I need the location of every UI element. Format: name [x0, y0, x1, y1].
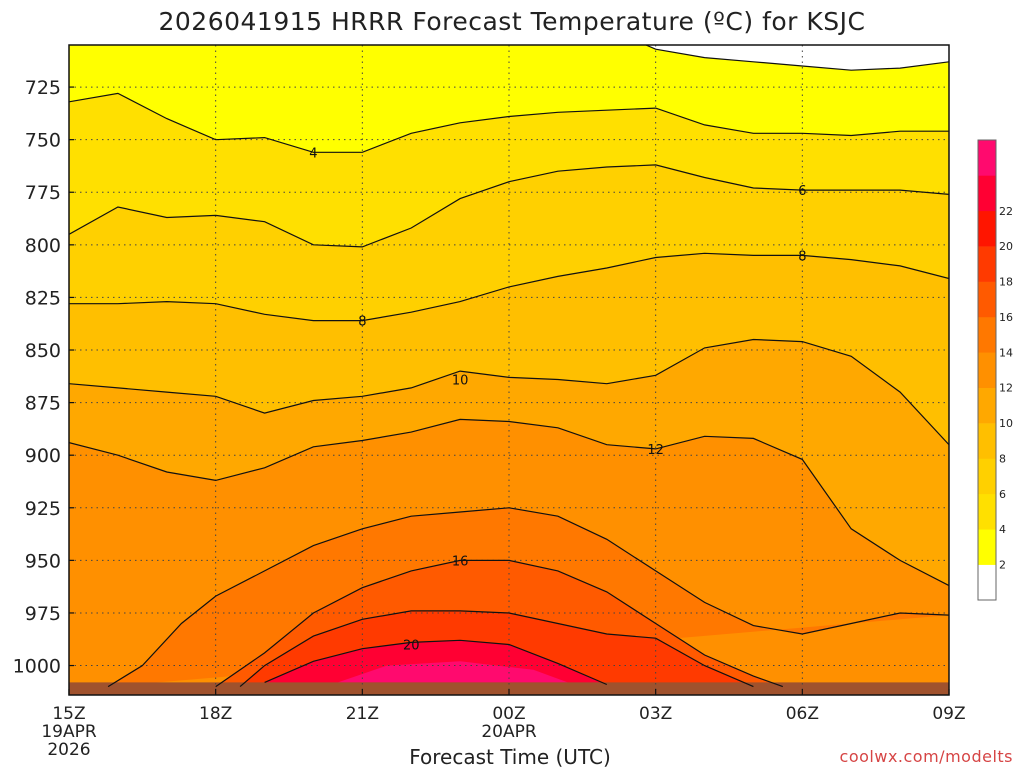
colorbar-swatch: [978, 529, 996, 565]
colorbar-tick-label: 6: [999, 488, 1006, 501]
y-tick-label: 800: [25, 235, 61, 257]
colorbar-frame: [977, 139, 997, 601]
contour-label: 4: [309, 146, 317, 161]
colorbar: 2 4 6 8 10 12 14 16 18 20 22: [977, 139, 1013, 601]
y-tick-label: 775: [25, 182, 61, 204]
x-tick-label: 03Z: [639, 704, 672, 724]
isotherm-14: [107, 507, 949, 688]
isotherm-18: [239, 610, 754, 688]
isotherm-6: [69, 164, 949, 248]
x-tick-label: 09Z: [932, 704, 965, 724]
contour-label: 16: [452, 554, 469, 569]
colorbar-tick-label: 18: [999, 276, 1013, 289]
isotherm-10: [69, 338, 949, 446]
contour-label: 8: [358, 315, 366, 330]
colorbar-swatch: [978, 316, 996, 353]
contour-label: 12: [647, 443, 664, 458]
colorbar-swatch: [978, 140, 996, 176]
x-tick-label: 06Z: [786, 704, 819, 724]
contour-label-layer: 4 6 8 8 10 12 16 20: [309, 146, 806, 654]
y-tick-label: 825: [25, 287, 61, 309]
contour-layer: [69, 45, 949, 688]
contour-label: 8: [798, 249, 806, 264]
colorbar-swatch: [978, 493, 996, 530]
y-tick-label: 975: [25, 603, 61, 625]
contour-label: 10: [452, 373, 469, 388]
band-fill-below-2: [645, 45, 949, 71]
y-tick-label: 750: [25, 130, 61, 152]
x-tick-label: 00Z: [492, 704, 525, 724]
colorbar-swatch: [978, 387, 996, 424]
y-tick-label: 950: [25, 550, 61, 572]
y-tick-label: 925: [25, 498, 61, 520]
colorbar-tick-label: 10: [999, 417, 1013, 430]
y-tick-label: 725: [25, 77, 61, 99]
x-tick-date: 20APR: [481, 722, 537, 742]
colorbar-tick-label: 20: [999, 240, 1013, 253]
y-axis: 725 750 775 800 825 850 875 900 925 950 975 1000: [13, 77, 74, 678]
y-tick-label: 900: [25, 445, 61, 467]
band-fill-22: [337, 661, 568, 683]
x-axis-label: Forecast Time (UTC): [409, 745, 611, 768]
colorbar-tick-label: 14: [999, 346, 1013, 359]
colorbar-swatch: [978, 175, 996, 212]
isotherm-2: [645, 45, 949, 71]
colorbar-swatch: [978, 352, 996, 388]
isotherm-8: [69, 252, 949, 322]
colorbar-swatch: [978, 423, 996, 459]
y-tick-label: 875: [25, 393, 61, 415]
x-tick-label: 15Z: [52, 704, 85, 724]
isotherm-20: [264, 639, 608, 686]
colorbar-swatch: [978, 564, 996, 601]
x-tick-date: 19APR: [41, 722, 97, 742]
y-tick-label: 850: [25, 340, 61, 362]
colorbar-tick-label: 22: [999, 205, 1013, 218]
colorbar-tick-label: 16: [999, 311, 1013, 324]
isotherm-4: [69, 92, 949, 153]
colorbar-tick-label: 2: [999, 559, 1006, 572]
colorbar-tick-label: 12: [999, 382, 1013, 395]
colorbar-swatch: [978, 210, 996, 247]
contour-label: 6: [798, 184, 806, 199]
colorbar-swatch: [978, 246, 996, 282]
isotherm-16: [215, 559, 784, 688]
y-tick-label: 1000: [13, 656, 61, 678]
colorbar-swatch: [978, 458, 996, 495]
x-tick-year: 2026: [47, 740, 90, 760]
x-tick-label: 21Z: [346, 704, 379, 724]
colorbar-swatch: [978, 281, 996, 318]
credit-text: coolwx.com/modelts: [840, 747, 1013, 766]
plot-area: [69, 45, 949, 695]
contour-label: 20: [403, 639, 420, 654]
colorbar-tick-label: 8: [999, 452, 1006, 465]
x-tick-label: 18Z: [199, 704, 232, 724]
chart-title: 2026041915 HRRR Forecast Temperature (ºC…: [158, 7, 865, 36]
colorbar-tick-label: 4: [999, 523, 1006, 536]
isotherm-12: [69, 418, 949, 587]
